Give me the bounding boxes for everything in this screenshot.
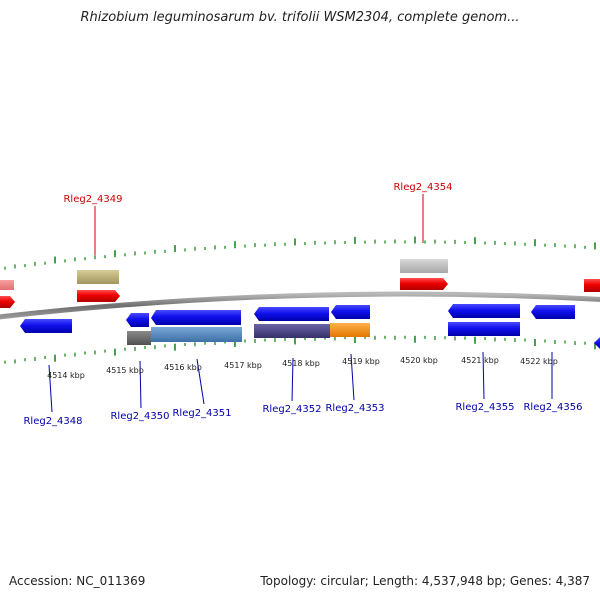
genome-summary-text: Topology: circular; Length: 4,537,948 bp…	[260, 574, 590, 588]
scale-labels: 4514 kbp 4515 kbp 4516 kbp 4517 kbp 4518…	[47, 356, 558, 380]
scale-label-4521-kbp: 4521 kbp	[461, 356, 499, 365]
gene-arrow-rleg2-4356[interactable]	[531, 305, 575, 319]
accession-text: Accession: NC_011369	[9, 574, 146, 588]
gene-arrow-forward-left-edge[interactable]	[0, 296, 15, 308]
map-title: Rhizobium leguminosarum bv. trifolii WSM…	[80, 10, 520, 25]
reverse-gene-labels: Rleg2_4348 Rleg2_4350 Rleg2_4351 Rleg2_4…	[23, 402, 582, 427]
scale-label-4516-kbp: 4516 kbp	[164, 363, 202, 372]
gene-feature-rleg2-4350-slate[interactable]	[127, 331, 151, 345]
gene-arrow-rleg2-4353[interactable]	[331, 305, 370, 319]
gene-label-rleg2-4352[interactable]: Rleg2_4352	[262, 404, 321, 415]
gene-feature-rleg2-4352-purple[interactable]	[254, 324, 330, 338]
scale-label-4518-kbp: 4518 kbp	[282, 359, 320, 368]
gene-arrow-rleg2-4348[interactable]	[20, 319, 72, 333]
gene-label-rleg2-4349[interactable]: Rleg2_4349	[63, 194, 122, 205]
scale-label-4519-kbp: 4519 kbp	[342, 357, 380, 366]
gene-arrow-forward-right-edge[interactable]	[584, 279, 600, 292]
gene-label-rleg2-4356[interactable]: Rleg2_4356	[523, 402, 582, 413]
gene-feature-rleg2-4355-blue[interactable]	[448, 322, 520, 336]
gene-label-rleg2-4354[interactable]: Rleg2_4354	[393, 182, 452, 193]
gene-arrow-rleg2-4349[interactable]	[77, 290, 120, 302]
gene-feature-forward-pink[interactable]	[0, 280, 14, 290]
forward-gene-labels: Rleg2_4349 Rleg2_4354	[63, 182, 452, 205]
gene-feature-rleg2-4351-steel[interactable]	[151, 327, 242, 342]
reverse-label-leaders	[48, 351, 553, 413]
scale-label-4515-kbp: 4515 kbp	[106, 366, 144, 375]
gene-arrow-rleg2-4352[interactable]	[254, 307, 329, 321]
gene-label-rleg2-4355[interactable]: Rleg2_4355	[455, 402, 514, 413]
gene-arrow-rleg2-4350[interactable]	[126, 313, 149, 327]
gene-arrow-rleg2-4355[interactable]	[448, 304, 520, 318]
gene-feature-rleg2-4349-olive[interactable]	[77, 270, 119, 284]
gene-arrow-rleg2-4354[interactable]	[400, 278, 448, 290]
gene-label-rleg2-4351[interactable]: Rleg2_4351	[172, 408, 231, 419]
gene-label-rleg2-4350[interactable]: Rleg2_4350	[110, 411, 169, 422]
gene-feature-rleg2-4354-grey[interactable]	[400, 259, 448, 273]
gene-label-rleg2-4353[interactable]: Rleg2_4353	[325, 403, 384, 414]
gene-feature-rleg2-4353-orange[interactable]	[330, 323, 370, 337]
scale-label-4517-kbp: 4517 kbp	[224, 361, 262, 370]
forward-label-leaders	[94, 194, 424, 255]
gene-arrow-rleg2-4351[interactable]	[151, 310, 241, 325]
reverse-strand-tick-track	[4, 335, 596, 364]
scale-label-4522-kbp: 4522 kbp	[520, 357, 558, 366]
gene-label-rleg2-4348[interactable]: Rleg2_4348	[23, 416, 82, 427]
scale-label-4514-kbp: 4514 kbp	[47, 371, 85, 380]
forward-strand-tick-track	[4, 236, 596, 270]
gene-arrow-reverse-right-edge[interactable]	[594, 337, 600, 349]
genome-backbone	[0, 291, 600, 320]
scale-label-4520-kbp: 4520 kbp	[400, 356, 438, 365]
